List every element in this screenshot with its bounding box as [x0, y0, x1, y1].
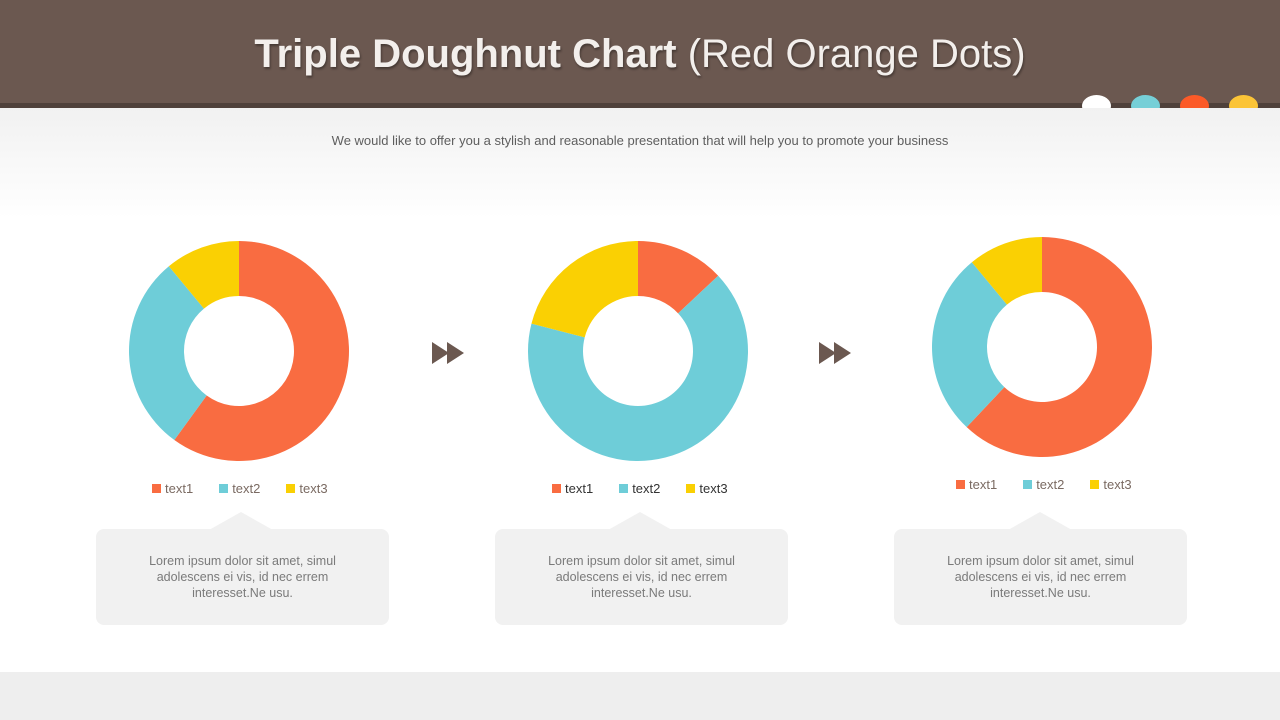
doughnut-slice-text3 — [971, 237, 1042, 305]
doughnut-slice-text2 — [129, 266, 207, 440]
text-card-2: Lorem ipsum dolor sit amet, simul adoles… — [495, 529, 788, 625]
chart-legend-3: text1 text2 text3 — [956, 477, 1132, 492]
card-text: Lorem ipsum dolor sit amet, simul adoles… — [149, 554, 336, 600]
doughnut-slice-text2 — [932, 262, 1007, 428]
legend-item: text1 — [552, 481, 593, 496]
callout-pointer — [1008, 512, 1072, 530]
legend-item: text3 — [686, 481, 728, 496]
callout-pointer — [608, 512, 672, 530]
header-bar — [0, 0, 1280, 105]
slide-title-rest: (Red Orange Dots) — [687, 32, 1026, 76]
legend-item: text3 — [1090, 477, 1132, 492]
doughnut-slice-text2 — [528, 275, 748, 461]
card-text: Lorem ipsum dolor sit amet, simul adoles… — [947, 554, 1134, 600]
footer-bar — [0, 672, 1280, 720]
legend-item: text3 — [286, 481, 328, 496]
text-card-1: Lorem ipsum dolor sit amet, simul adoles… — [96, 529, 389, 625]
legend-swatch — [552, 484, 561, 493]
legend-label: text3 — [1103, 477, 1132, 492]
header-shadow-band — [0, 103, 1280, 108]
legend-item: text1 — [152, 481, 193, 496]
doughnut-slice-text3 — [531, 241, 638, 338]
legend-swatch — [619, 484, 629, 493]
header-fade — [0, 108, 1280, 218]
doughnut-chart-3 — [932, 237, 1152, 457]
legend-swatch — [686, 484, 696, 493]
legend-item: text1 — [956, 477, 997, 492]
legend-swatch — [1023, 480, 1033, 489]
legend-label: text2 — [232, 481, 261, 496]
chart-legend-2: text1 text2 text3 — [552, 481, 728, 496]
doughnut-slice-text1 — [966, 237, 1152, 457]
legend-swatch — [219, 484, 229, 493]
legend-item: text2 — [1023, 477, 1064, 492]
legend-label: text3 — [699, 481, 728, 496]
legend-label: text3 — [299, 481, 328, 496]
legend-label: text1 — [165, 481, 194, 496]
legend-label: text2 — [632, 481, 661, 496]
doughnut-slice-text1 — [638, 241, 719, 314]
text-card-3: Lorem ipsum dolor sit amet, simul adoles… — [894, 529, 1187, 625]
callout-pointer — [209, 512, 273, 530]
doughnut-slice-text3 — [168, 241, 239, 309]
doughnut-chart-1 — [129, 241, 350, 461]
doughnut-chart-2 — [528, 241, 748, 461]
slide-title-bold: Triple Doughnut Chart — [254, 32, 677, 76]
legend-label: text1 — [969, 477, 998, 492]
legend-swatch — [1090, 480, 1100, 489]
legend-item: text2 — [219, 481, 260, 496]
legend-swatch — [956, 480, 965, 489]
doughnut-slice-text1 — [174, 241, 350, 461]
legend-swatch — [152, 484, 161, 493]
legend-swatch — [286, 484, 296, 493]
slide-title: Triple Doughnut Chart (Red Orange Dots) — [0, 28, 1280, 80]
legend-label: text1 — [565, 481, 594, 496]
legend-label: text2 — [1036, 477, 1065, 492]
double-chevron-right-icon — [432, 342, 464, 364]
chart-legend-1: text1 text2 text3 — [152, 481, 328, 496]
card-text: Lorem ipsum dolor sit amet, simul adoles… — [548, 554, 735, 600]
double-chevron-right-icon — [819, 342, 851, 364]
legend-item: text2 — [619, 481, 660, 496]
slide-subtitle: We would like to offer you a stylish and… — [331, 133, 949, 148]
